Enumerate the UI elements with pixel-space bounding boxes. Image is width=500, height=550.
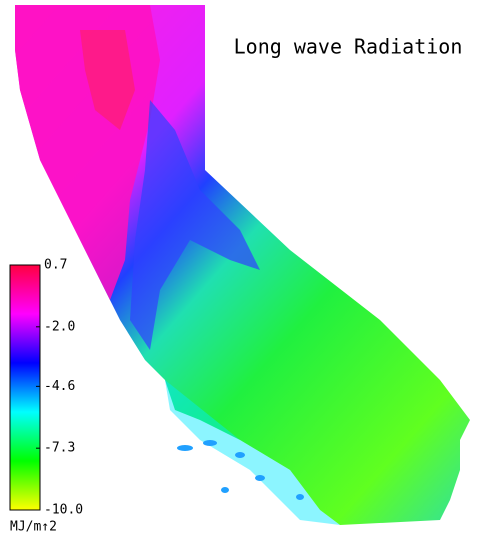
california-map xyxy=(15,5,470,525)
colorbar-tick-label: -7.3 xyxy=(44,441,75,456)
colorbar-tick-label: -2.0 xyxy=(44,319,75,334)
colorbar-tick-label: -10.0 xyxy=(44,503,83,518)
colorbar-tick-label: 0.7 xyxy=(44,258,67,273)
colorbar-tick-label: -4.6 xyxy=(44,379,75,394)
map-title: Long wave Radiation xyxy=(234,35,463,59)
colorbar-unit: MJ/m↑2 xyxy=(10,520,57,535)
colorbar xyxy=(9,264,41,511)
